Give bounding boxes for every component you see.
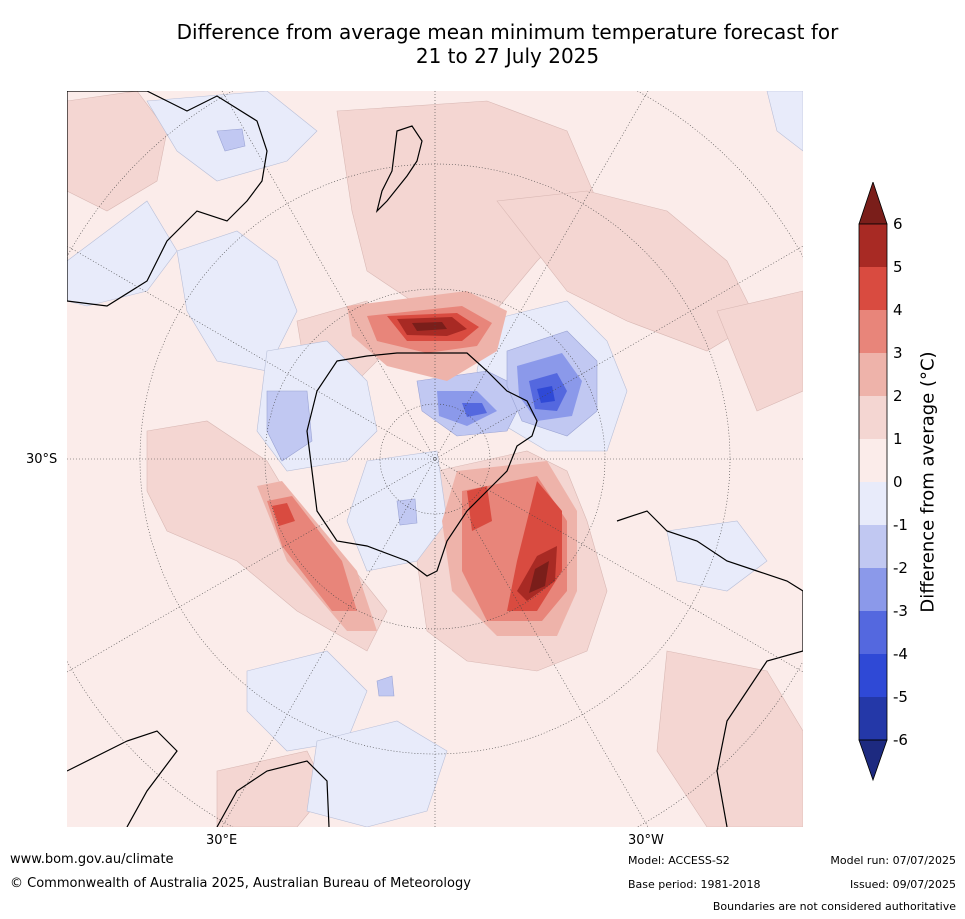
colorbar-tick: -6 <box>893 731 908 749</box>
model-run-text: Model run: 07/07/2025 <box>830 854 956 867</box>
anomaly-minus4-minus5-regions <box>462 373 567 417</box>
colorbar-bin-0-1 <box>859 439 887 482</box>
colorbar-bin-m6-m5 <box>859 697 887 740</box>
graticule-label-30w: 30°W <box>628 833 664 848</box>
colorbar-tick: 3 <box>893 344 903 362</box>
africa-coast <box>67 730 178 827</box>
base-period-text: Base period: 1981-2018 <box>628 878 761 891</box>
colorbar-arrow-high <box>858 182 888 225</box>
forecast-map[interactable] <box>67 91 803 827</box>
colorbar-tick: -5 <box>893 688 908 706</box>
colorbar-bin-5-6 <box>859 224 887 267</box>
map-title-line2: 21 to 27 July 2025 <box>415 44 600 68</box>
map-title: Difference from average mean minimum tem… <box>0 20 965 68</box>
colorbar-tick: 2 <box>893 387 903 405</box>
copyright-text: © Commonwealth of Australia 2025, Austra… <box>10 876 471 891</box>
colorbar-bin-4-5 <box>859 267 887 310</box>
colorbar-bin-3-4 <box>859 310 887 353</box>
colorbar-bin-m5-m4 <box>859 654 887 697</box>
map-canvas <box>67 91 803 827</box>
website-link[interactable]: www.bom.gov.au/climate <box>10 852 174 867</box>
colorbar <box>858 182 888 782</box>
anomaly-5-plus-regions <box>397 317 557 601</box>
colorbar-bin-m1-0 <box>859 482 887 525</box>
australia-coast <box>67 91 268 307</box>
colorbar-frame <box>858 223 888 741</box>
colorbar-tick: 0 <box>893 473 903 491</box>
new-zealand-coast <box>375 125 423 213</box>
colorbar-tick: 5 <box>893 258 903 276</box>
graticule-label-30s: 30°S <box>26 452 58 467</box>
colorbar-tick: 4 <box>893 301 903 319</box>
colorbar-bin-1-2 <box>859 396 887 439</box>
graticule-label-30e: 30°E <box>206 833 238 848</box>
model-text: Model: ACCESS-S2 <box>628 854 730 867</box>
colorbar-label-text: Difference from average (°C) <box>917 351 939 613</box>
colorbar-tick: -1 <box>893 516 908 534</box>
boundaries-disclaimer: Boundaries are not considered authoritat… <box>712 900 956 913</box>
colorbar-tick: 6 <box>893 215 903 233</box>
colorbar-tick: -2 <box>893 559 908 577</box>
colorbar-bin-m2-m1 <box>859 525 887 568</box>
coastlines <box>67 91 803 827</box>
south-america-coast <box>616 510 803 827</box>
map-title-line1: Difference from average mean minimum tem… <box>176 20 839 44</box>
antarctica-coast <box>306 352 538 577</box>
colorbar-tick: -4 <box>893 645 908 663</box>
colorbar-tick: -3 <box>893 602 908 620</box>
colorbar-bin-m4-m3 <box>859 611 887 654</box>
madagascar-region-coast <box>216 760 330 827</box>
graticule <box>67 91 803 827</box>
colorbar-arrow-low <box>858 739 888 782</box>
colorbar-bin-2-3 <box>859 353 887 396</box>
colorbar-tick: 1 <box>893 430 903 448</box>
colorbar-bin-m3-m2 <box>859 568 887 611</box>
issued-text: Issued: 09/07/2025 <box>849 878 956 891</box>
